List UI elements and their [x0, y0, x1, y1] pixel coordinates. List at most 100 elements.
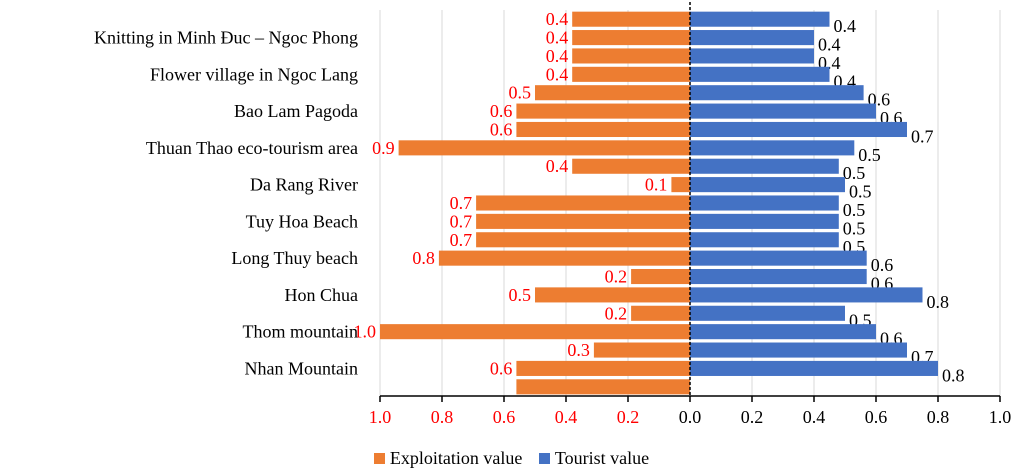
bar-tourist: [690, 66, 830, 82]
legend: Exploitation value Tourist value: [0, 448, 1023, 469]
category-label: Flower village in Ngoc Lang: [150, 64, 358, 84]
bar-exploitation: [631, 305, 690, 321]
data-label-exploitation: 0.7: [450, 211, 473, 231]
category-label: Tuy Hoa Beach: [246, 211, 358, 231]
legend-label-exploitation: Exploitation value: [389, 448, 523, 468]
x-tick-label: 0.8: [431, 407, 454, 427]
bar-exploitation: [572, 158, 690, 174]
legend-swatch-exploitation: [373, 453, 385, 464]
legend-label-tourist: Tourist value: [554, 448, 650, 468]
bar-exploitation: [476, 195, 690, 211]
category-label: Nhan Mountain: [245, 358, 358, 378]
category-label: Thuan Thao eco-tourism area: [146, 138, 358, 158]
data-label-exploitation: 0.5: [509, 285, 532, 305]
x-tick-label: 1.0: [989, 407, 1012, 427]
legend-item-tourist: Tourist value: [538, 448, 650, 469]
bar-exploitation: [476, 213, 690, 229]
bar-exploitation: [516, 379, 690, 395]
bar-tourist: [690, 11, 830, 27]
bar-exploitation: [380, 324, 690, 340]
diverging-bar-chart: 0.4 0.40.4 0.40.4 0.40.4 0.40.5 0.60.6 0.60.6 0…: [94, 2, 1012, 427]
bar-tourist: [690, 48, 814, 64]
bar-tourist: [690, 213, 839, 229]
bar-tourist: [690, 287, 923, 303]
data-label-tourist: 0.8: [927, 292, 950, 312]
bar-exploitation: [572, 66, 690, 82]
data-label-exploitation: 0.4: [546, 64, 569, 84]
bar-exploitation: [398, 140, 690, 156]
data-label-tourist: 0.5: [858, 145, 881, 165]
x-tick-label: 0.6: [865, 407, 888, 427]
x-tick-label: 0.2: [617, 407, 640, 427]
data-label-exploitation: 0.8: [412, 248, 435, 268]
data-label-exploitation: 0.1: [645, 175, 668, 195]
x-tick-label: 1.0: [369, 407, 392, 427]
bar-tourist: [690, 250, 867, 266]
legend-item-exploitation: Exploitation value: [373, 448, 523, 469]
data-label-exploitation: 1.0: [354, 322, 377, 342]
data-label-exploitation: 0.2: [605, 303, 628, 323]
category-label: Long Thuy beach: [231, 248, 358, 268]
bar-tourist: [690, 268, 867, 285]
data-label-tourist: 0.8: [942, 365, 965, 385]
bar-tourist: [690, 232, 839, 248]
data-label-exploitation: 0.4: [546, 9, 569, 29]
bar-exploitation: [593, 342, 690, 358]
bar-tourist: [690, 195, 839, 211]
data-label-exploitation: 0.5: [509, 83, 532, 103]
x-tick-label: 0.0: [679, 407, 702, 427]
data-label-exploitation: 0.6: [490, 358, 513, 378]
bar-exploitation: [516, 360, 690, 376]
bar-exploitation: [572, 30, 690, 46]
bar-tourist: [690, 30, 814, 46]
bar-tourist: [690, 177, 845, 193]
data-label-tourist: 0.6: [871, 255, 894, 275]
data-label-tourist: 0.7: [911, 126, 934, 146]
bar-exploitation: [535, 287, 690, 303]
data-label-exploitation: 0.4: [546, 46, 569, 66]
data-label-exploitation: 0.9: [372, 138, 395, 158]
x-tick-label: 0.2: [741, 407, 764, 427]
category-label: Thom mountain: [243, 322, 359, 342]
bar-tourist: [690, 324, 876, 340]
bar-exploitation: [516, 121, 690, 138]
data-label-exploitation: 0.7: [450, 193, 473, 213]
bar-exploitation: [572, 48, 690, 64]
bar-exploitation: [535, 85, 690, 101]
data-label-exploitation: 0.6: [490, 101, 513, 121]
data-label-exploitation: 0.4: [546, 156, 569, 176]
bar-tourist: [690, 85, 864, 101]
legend-swatch-tourist: [538, 453, 550, 464]
bar-tourist: [690, 140, 855, 156]
x-tick-label: 0.4: [555, 407, 578, 427]
bar-tourist: [690, 360, 938, 376]
bar-exploitation: [516, 103, 690, 119]
data-label-tourist: 0.4: [818, 35, 841, 55]
x-tick-label: 0.4: [803, 407, 826, 427]
bar-tourist: [690, 342, 907, 358]
data-label-tourist: 0.5: [843, 163, 866, 183]
bar-tourist: [690, 103, 876, 119]
data-label-exploitation: 0.3: [567, 340, 590, 360]
bar-tourist: [690, 158, 839, 174]
bar-exploitation: [631, 268, 690, 285]
bar-exploitation: [476, 232, 690, 248]
category-label: Da Rang River: [250, 175, 358, 195]
data-label-tourist: 0.5: [843, 218, 866, 238]
bar-exploitation: [671, 177, 690, 193]
data-label-tourist: 0.5: [843, 200, 866, 220]
x-tick-label: 0.6: [493, 407, 516, 427]
category-label: Bao Lam Pagoda: [234, 101, 358, 121]
bar-tourist: [690, 121, 907, 138]
data-label-tourist: 0.5: [849, 182, 872, 202]
bar-exploitation: [572, 11, 690, 27]
data-label-exploitation: 0.6: [490, 119, 513, 139]
data-label-tourist: 0.4: [834, 16, 857, 36]
bar-tourist: [690, 305, 845, 321]
category-label: Hon Chua: [285, 285, 359, 305]
data-label-exploitation: 0.4: [546, 28, 569, 48]
data-label-exploitation: 0.2: [605, 267, 628, 287]
category-label: Knitting in Minh Đuc – Ngoc Phong: [94, 28, 358, 48]
bar-exploitation: [438, 250, 690, 266]
data-label-exploitation: 0.7: [450, 230, 473, 250]
